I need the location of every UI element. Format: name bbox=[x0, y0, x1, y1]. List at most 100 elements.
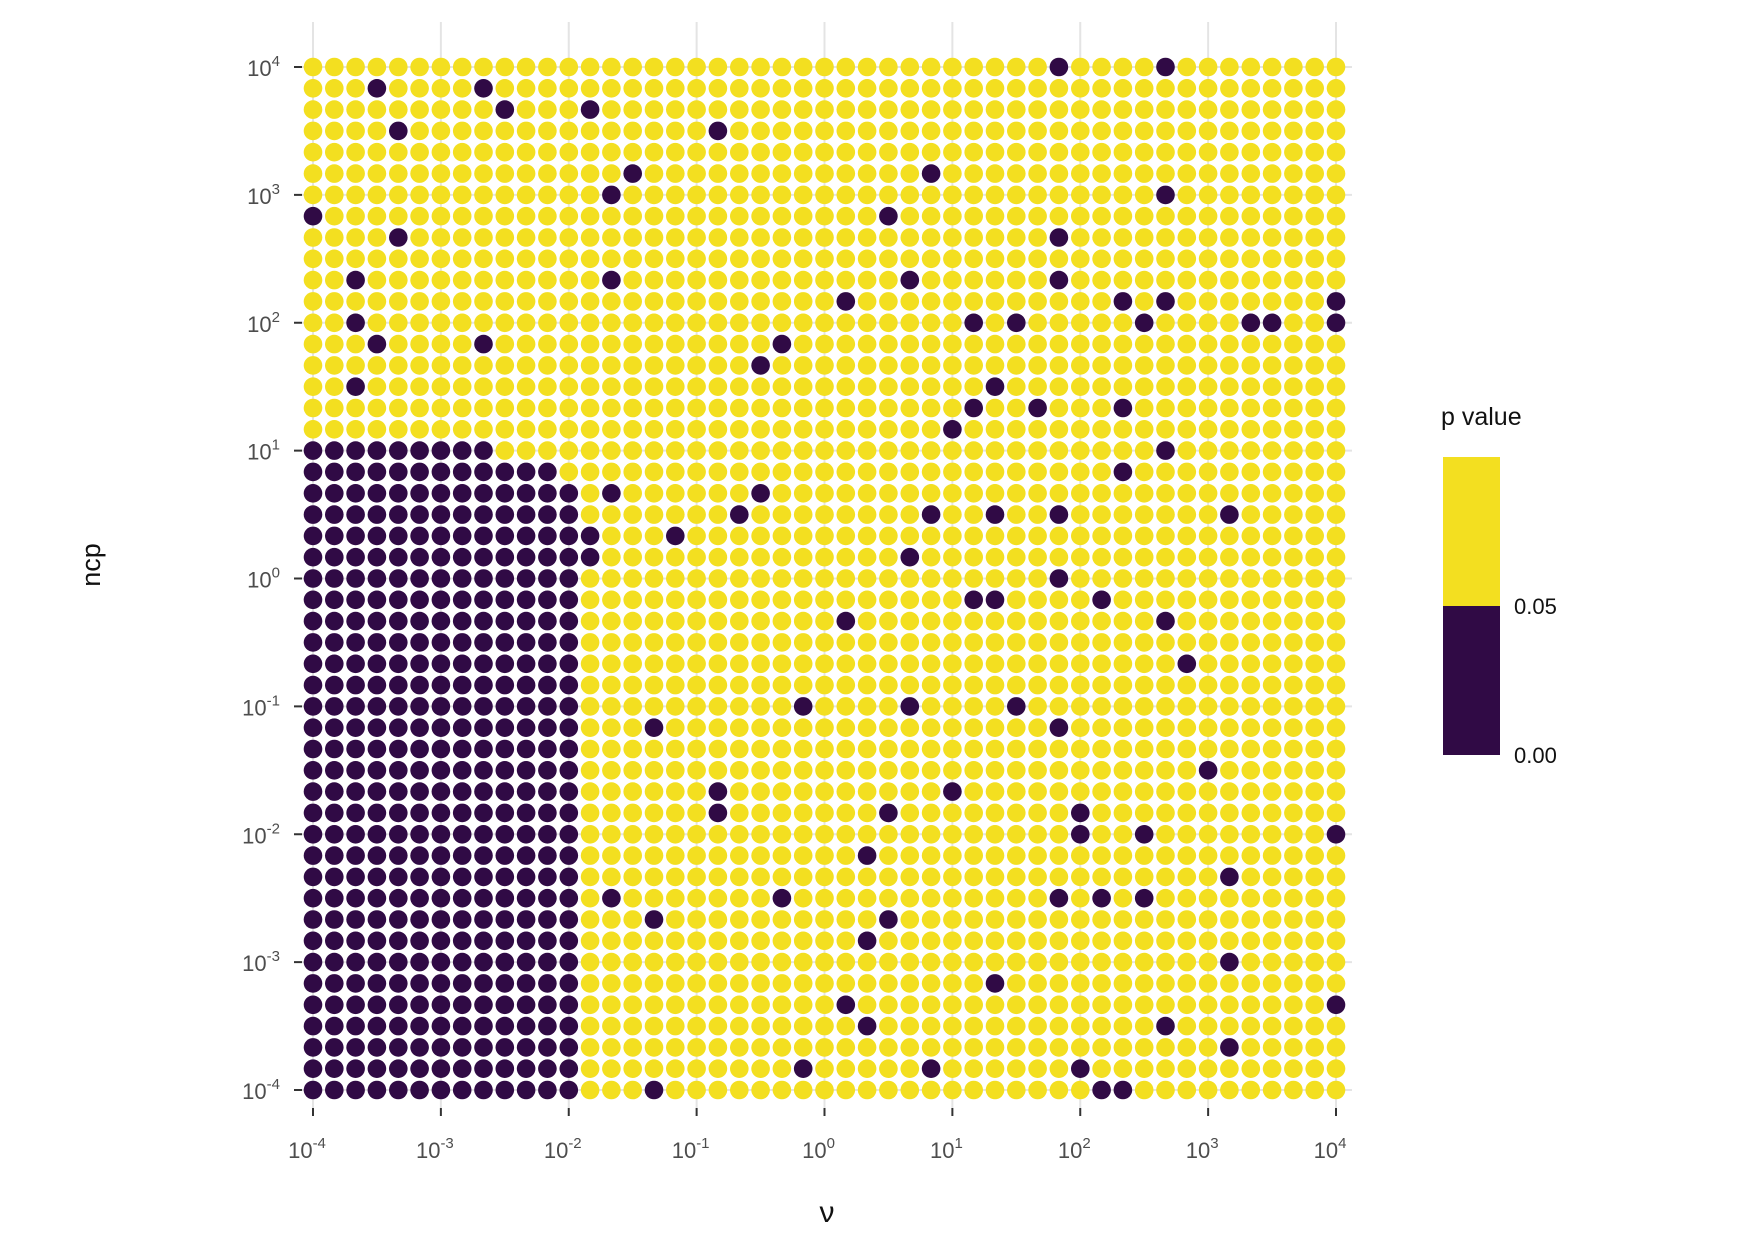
dot bbox=[495, 654, 515, 674]
dot bbox=[580, 526, 600, 546]
dot bbox=[602, 910, 621, 929]
dot bbox=[879, 100, 898, 119]
dot bbox=[516, 249, 536, 269]
dot bbox=[1007, 505, 1026, 524]
dot bbox=[538, 654, 557, 674]
dot bbox=[1071, 270, 1090, 290]
dot bbox=[772, 590, 792, 610]
dot bbox=[708, 334, 728, 354]
dot bbox=[793, 590, 813, 610]
dot bbox=[303, 1080, 323, 1100]
dot bbox=[1284, 505, 1303, 524]
dot bbox=[431, 846, 451, 865]
dot bbox=[602, 57, 621, 77]
dot bbox=[367, 974, 387, 993]
dot bbox=[1220, 697, 1239, 716]
dot bbox=[1305, 249, 1324, 269]
dot bbox=[474, 505, 493, 524]
dot bbox=[346, 57, 365, 77]
dot bbox=[708, 974, 728, 993]
dot bbox=[985, 1038, 1005, 1057]
dot bbox=[602, 228, 621, 247]
dot bbox=[708, 164, 728, 183]
dot bbox=[644, 952, 664, 972]
dot bbox=[1305, 206, 1324, 226]
dot bbox=[793, 441, 813, 460]
dot bbox=[793, 505, 813, 524]
dot bbox=[1049, 142, 1069, 162]
dot bbox=[346, 142, 365, 162]
dot bbox=[1177, 100, 1197, 119]
dot bbox=[815, 1016, 834, 1036]
dot bbox=[623, 228, 642, 247]
dot bbox=[793, 100, 813, 119]
dot bbox=[730, 142, 749, 162]
dot bbox=[303, 228, 323, 247]
dot bbox=[303, 79, 323, 98]
tick-label: 100 bbox=[247, 565, 280, 593]
dot bbox=[1049, 569, 1069, 588]
dot bbox=[793, 782, 813, 801]
dot bbox=[559, 185, 579, 205]
dot bbox=[602, 825, 621, 844]
dot bbox=[1049, 270, 1069, 290]
dot bbox=[687, 739, 706, 759]
dot bbox=[538, 782, 557, 801]
dot bbox=[325, 974, 344, 993]
dot bbox=[815, 313, 834, 333]
dot bbox=[1284, 441, 1303, 460]
dot bbox=[815, 142, 834, 162]
dot bbox=[921, 1059, 941, 1078]
dot bbox=[772, 633, 792, 652]
dot bbox=[580, 654, 600, 674]
dot bbox=[516, 611, 536, 631]
dot bbox=[559, 462, 579, 482]
dot bbox=[516, 654, 536, 674]
dot bbox=[1284, 164, 1303, 183]
dot bbox=[559, 974, 579, 993]
dot bbox=[943, 164, 962, 183]
dot bbox=[751, 228, 770, 247]
dot bbox=[793, 761, 813, 780]
dot bbox=[559, 846, 579, 865]
dot bbox=[666, 1059, 685, 1078]
dot bbox=[1284, 825, 1303, 844]
dot bbox=[1262, 654, 1282, 674]
dot bbox=[389, 675, 408, 695]
dot bbox=[389, 931, 408, 951]
dot bbox=[772, 547, 792, 567]
dot bbox=[985, 825, 1005, 844]
dot bbox=[1220, 1059, 1239, 1078]
dot bbox=[751, 249, 770, 269]
dot bbox=[857, 505, 877, 524]
dot bbox=[410, 1038, 429, 1057]
dot bbox=[751, 100, 770, 119]
dot bbox=[1326, 825, 1346, 844]
dot bbox=[1241, 718, 1261, 737]
dot bbox=[1177, 846, 1197, 865]
dot bbox=[1007, 1016, 1026, 1036]
dot bbox=[1156, 888, 1175, 908]
dot bbox=[1220, 420, 1239, 439]
dot bbox=[921, 142, 941, 162]
dot bbox=[346, 910, 365, 929]
dot bbox=[836, 952, 856, 972]
dot bbox=[964, 420, 983, 439]
dot bbox=[1262, 57, 1282, 77]
dot bbox=[772, 697, 792, 716]
dot bbox=[1305, 995, 1324, 1015]
dot bbox=[921, 633, 941, 652]
dot bbox=[708, 441, 728, 460]
dot bbox=[367, 420, 387, 439]
dot bbox=[1028, 185, 1047, 205]
dot bbox=[900, 1016, 920, 1036]
dot bbox=[1028, 888, 1047, 908]
dot bbox=[772, 313, 792, 333]
dot bbox=[793, 910, 813, 929]
dot bbox=[644, 185, 664, 205]
dot bbox=[623, 1080, 642, 1100]
dot bbox=[921, 526, 941, 546]
dot bbox=[1113, 995, 1133, 1015]
dot bbox=[474, 888, 493, 908]
